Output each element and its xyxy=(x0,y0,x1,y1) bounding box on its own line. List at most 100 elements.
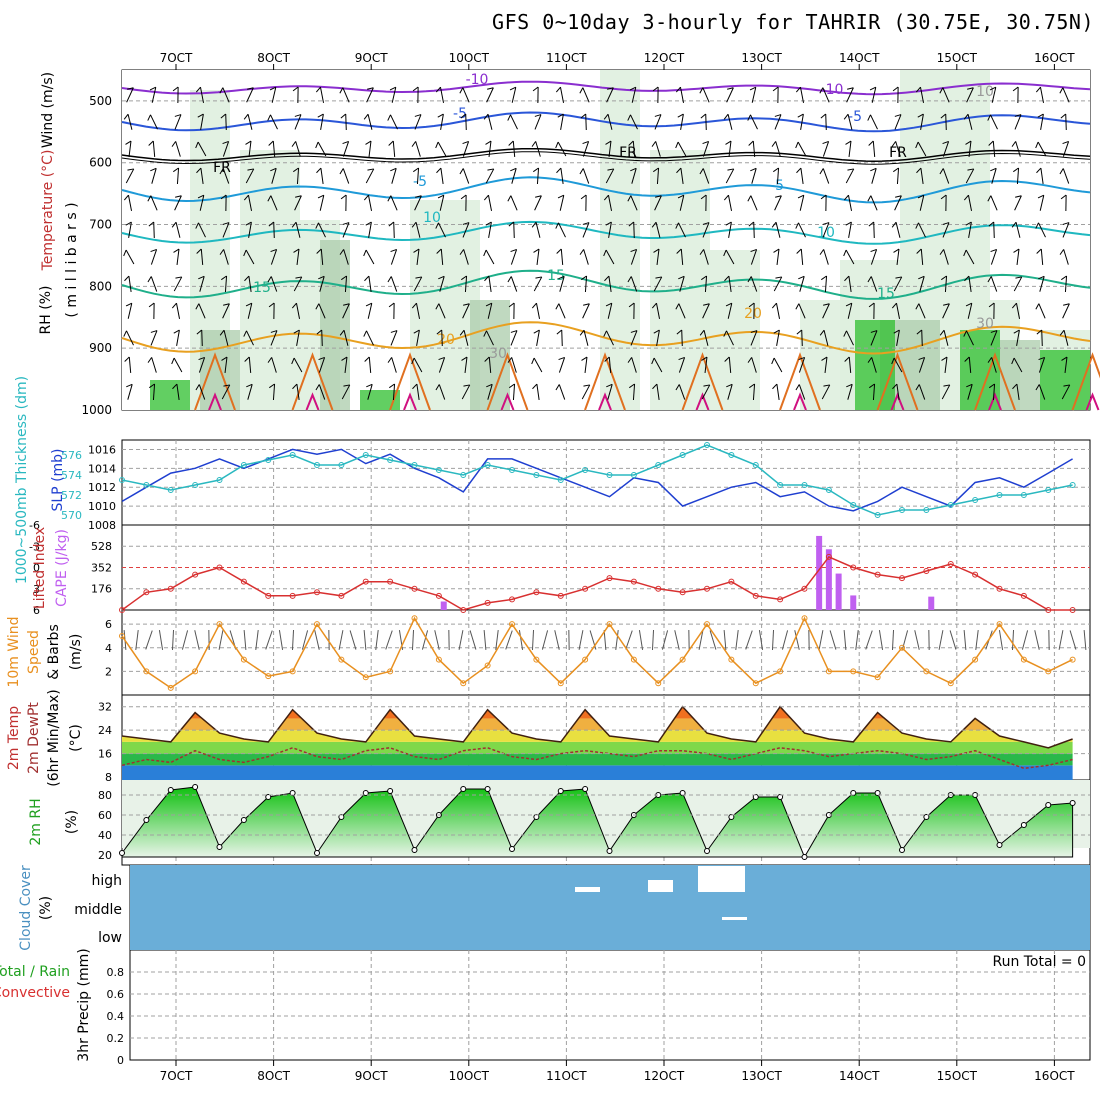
wind-barb-flag xyxy=(367,168,374,171)
wind-barb-staff xyxy=(367,114,373,130)
wind-barb-staff xyxy=(495,630,499,650)
wind-barb xyxy=(1011,629,1015,651)
wind-barb-flag xyxy=(629,86,637,91)
wind-barb xyxy=(126,87,134,103)
wind-barb xyxy=(438,275,445,292)
wind-barb-flag xyxy=(534,114,542,117)
wind-barb xyxy=(340,113,347,131)
wind-barb-staff xyxy=(488,276,492,292)
wind-barb-staff xyxy=(510,195,518,211)
wind-barb-staff xyxy=(942,141,950,157)
wind-barb-flag xyxy=(510,330,518,333)
contour-label: -5 xyxy=(453,106,467,122)
wind-barb-flag xyxy=(987,114,991,121)
x-tick-label-bottom: 13OCT xyxy=(741,1069,782,1083)
wind-barb-staff xyxy=(270,195,278,211)
cloud-patch xyxy=(698,866,745,892)
wind-barb-staff xyxy=(368,276,372,292)
wind-barb-flag xyxy=(171,221,177,228)
wind-barb-flag xyxy=(725,302,733,307)
lifted-index-line-point xyxy=(1045,607,1052,613)
wind-barb xyxy=(269,86,277,103)
wind-barb-flag xyxy=(654,114,662,117)
precip-tick: 0.6 xyxy=(107,988,125,1001)
lifted-index-line-point xyxy=(752,592,759,599)
wind-barb xyxy=(243,330,254,346)
wind-barb-flag xyxy=(367,87,374,90)
thickness-line-point xyxy=(484,462,491,468)
wind-barb xyxy=(555,222,566,238)
wind-barb xyxy=(661,630,669,650)
wind-speed-line-point xyxy=(314,621,320,628)
wind-barb xyxy=(1069,630,1077,650)
wind-barb xyxy=(989,86,997,103)
wind-barb-flag xyxy=(772,383,778,390)
temp-tick: 32 xyxy=(98,701,112,714)
wind-barb xyxy=(870,330,878,346)
wind-barb-flag xyxy=(775,276,782,279)
wind-barb xyxy=(725,302,733,319)
wind-barb-staff xyxy=(895,222,901,238)
wind-barb xyxy=(630,248,638,265)
wind-barb-staff xyxy=(173,276,183,292)
wind-barb-staff xyxy=(294,195,302,211)
wind-barb-flag xyxy=(196,248,202,254)
x-tick-label-bottom: 10OCT xyxy=(449,1069,490,1083)
wind-barb xyxy=(221,384,231,400)
wind-barb-flag xyxy=(653,248,660,253)
wind-barb xyxy=(1059,249,1069,265)
cloud-level-label: middle xyxy=(74,902,122,918)
wind-barb xyxy=(627,114,638,130)
thickness-line-point xyxy=(435,467,442,473)
wind-barb-staff xyxy=(513,221,515,239)
wind-barb-flag xyxy=(916,329,923,335)
wind-barb-staff xyxy=(847,195,853,211)
wind-barb-staff xyxy=(728,140,732,158)
wind-barb-flag xyxy=(939,87,944,94)
wind-barb-staff xyxy=(487,114,493,130)
wind-barb-staff xyxy=(615,630,619,650)
wind-barb-flag xyxy=(915,303,920,310)
wind-barb-staff xyxy=(296,167,300,185)
upper-ylabel-rh: RH (%) xyxy=(38,286,54,335)
wind-barb-flag xyxy=(939,329,945,336)
wind-barb-flag xyxy=(583,303,590,306)
wind-barb-staff xyxy=(487,384,493,400)
wind-barb xyxy=(243,629,247,651)
wind-barb xyxy=(1013,248,1020,266)
x-tick-label-bottom: 9OCT xyxy=(355,1069,388,1083)
wind-barb-staff xyxy=(535,303,541,319)
wind-barb-flag xyxy=(246,383,253,388)
wind-barb-flag xyxy=(798,356,805,361)
wind-barb xyxy=(483,330,494,346)
wind-barb-flag xyxy=(750,167,757,172)
wind-barb xyxy=(628,302,635,320)
rh-point xyxy=(119,850,125,856)
wind-speed-line xyxy=(121,616,1073,689)
wind-barb-staff xyxy=(918,384,926,400)
wind-barb-staff xyxy=(584,356,588,374)
wind-barb xyxy=(555,303,566,319)
wind-barb-flag xyxy=(655,195,662,198)
wind-barb xyxy=(652,86,659,104)
wind-barb xyxy=(218,630,224,650)
wind-barb-staff xyxy=(464,356,468,374)
wind-barb xyxy=(581,275,588,293)
wind-barb-staff xyxy=(320,248,324,266)
wind-barb-staff xyxy=(878,630,884,650)
wind-barb-staff xyxy=(896,330,900,346)
thickness-line-point xyxy=(509,467,515,473)
contour-neg5 xyxy=(121,111,1091,133)
wind-barb-flag xyxy=(483,249,487,257)
wind-barb-flag xyxy=(461,275,467,281)
wind-barb-staff xyxy=(271,87,277,103)
wind-barb-flag xyxy=(963,330,967,337)
contour-25-plume xyxy=(486,352,529,411)
wind-barb-staff xyxy=(704,275,708,293)
chart-title: GFS 0~10day 3-hourly for TAHRIR (30.75E,… xyxy=(492,10,1094,34)
thickness-line-point xyxy=(630,472,637,478)
wind-barb-flag xyxy=(436,248,442,254)
wind-barb-staff xyxy=(678,384,686,400)
wind-barb-staff xyxy=(535,222,541,238)
wind-speed-line-point xyxy=(923,668,930,675)
